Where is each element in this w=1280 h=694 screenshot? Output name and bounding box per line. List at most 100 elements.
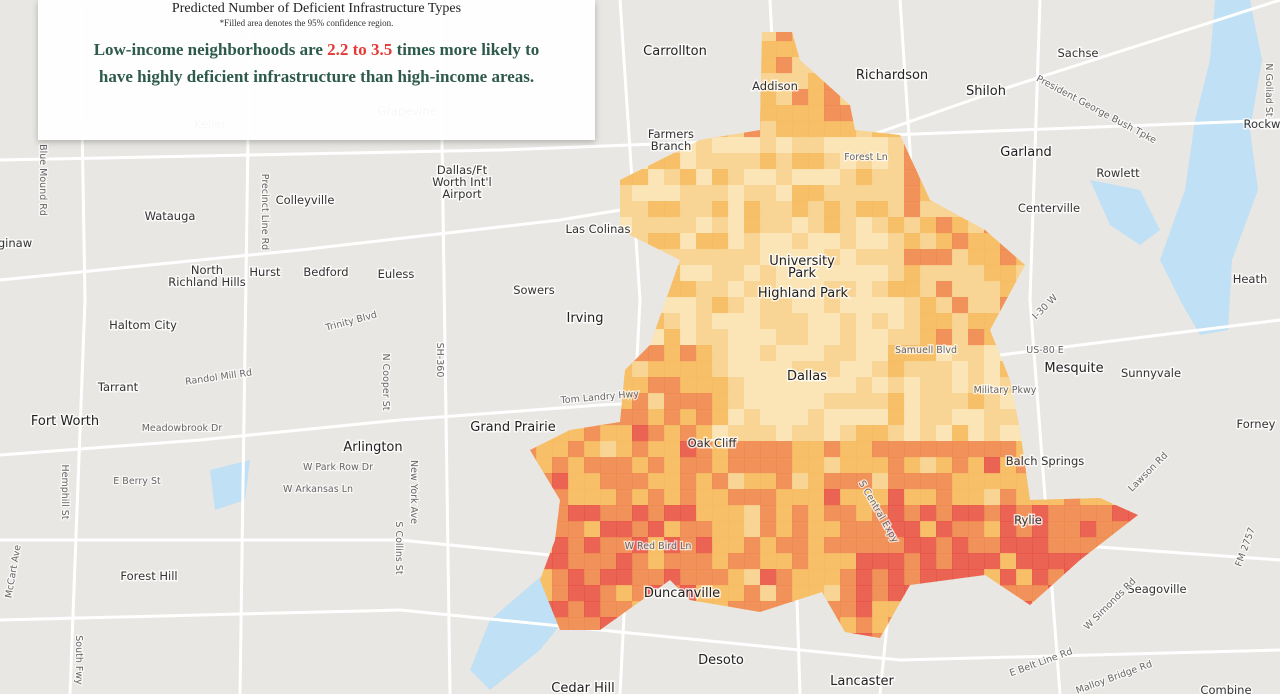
tract [840, 521, 857, 538]
tract [968, 249, 985, 266]
tract [760, 73, 777, 90]
tract [1032, 537, 1049, 554]
tract [840, 297, 857, 314]
tract [952, 553, 969, 570]
tract [1032, 505, 1049, 522]
headline-text: times more likely to have highly deficie… [98, 40, 540, 86]
tract [952, 297, 969, 314]
tract [904, 249, 921, 266]
tract [904, 233, 921, 250]
tract [808, 265, 825, 282]
tract [744, 313, 761, 330]
tract [760, 201, 777, 218]
tract [888, 233, 905, 250]
tract [952, 489, 969, 506]
tract [584, 457, 601, 474]
tract [728, 393, 745, 410]
tract [648, 393, 665, 410]
tract [936, 521, 953, 538]
tract [728, 217, 745, 234]
place-label: Grand Prairie [470, 420, 556, 435]
tract [968, 265, 985, 282]
tract [680, 217, 697, 234]
tract [696, 425, 713, 442]
tract [728, 185, 745, 202]
tract [984, 409, 1001, 426]
tract [664, 361, 681, 378]
tract [968, 537, 985, 554]
place-label-line: Forest Hill [120, 569, 177, 583]
tract [888, 393, 905, 410]
tract [1000, 489, 1017, 506]
tract [712, 473, 729, 490]
tract [728, 153, 745, 170]
tract [952, 345, 969, 362]
place-label-line: Bedford [303, 265, 348, 279]
tract [856, 313, 873, 330]
tract [808, 569, 825, 586]
tract [824, 521, 841, 538]
tract [744, 441, 761, 458]
tract [856, 281, 873, 298]
tract [568, 441, 585, 458]
tract [776, 425, 793, 442]
tract [648, 169, 665, 186]
tract [936, 249, 953, 266]
tract [936, 345, 953, 362]
tract [952, 425, 969, 442]
tract [760, 153, 777, 170]
tract [856, 185, 873, 202]
tract [664, 521, 681, 538]
tract [904, 457, 921, 474]
tract [728, 281, 745, 298]
tract [760, 553, 777, 570]
tract [792, 345, 809, 362]
tract [616, 585, 633, 602]
tract [792, 169, 809, 186]
tract [632, 489, 649, 506]
tract [952, 393, 969, 410]
place-label-line: Park [788, 266, 817, 281]
place-label-line: Duncanville [644, 586, 720, 601]
tract [872, 425, 889, 442]
tract [808, 537, 825, 554]
tract [648, 201, 665, 218]
tract [872, 585, 889, 602]
tract [824, 329, 841, 346]
road-label: Hemphill St [59, 465, 70, 520]
tract [984, 361, 1001, 378]
tract [696, 233, 713, 250]
tract [920, 393, 937, 410]
tract [968, 521, 985, 538]
place-label: Euless [378, 267, 415, 281]
tract [920, 441, 937, 458]
tract [744, 473, 761, 490]
tract [536, 441, 553, 458]
tract [728, 345, 745, 362]
tract [968, 425, 985, 442]
place-label: Mesquite [1044, 361, 1103, 376]
tract [552, 537, 569, 554]
place-label-line: Richland Hills [168, 275, 246, 289]
place-label-line: Dallas [787, 369, 827, 384]
place-label-line: North [191, 263, 223, 277]
place-label: Rowlett [1096, 166, 1140, 180]
tract [840, 569, 857, 586]
tract [696, 297, 713, 314]
tract [968, 233, 985, 250]
tract [824, 233, 841, 250]
tract [840, 201, 857, 218]
road-label: N Goliad St [1263, 63, 1274, 116]
tract [1080, 537, 1097, 554]
tract [1000, 521, 1017, 538]
tract [776, 585, 793, 602]
tract [840, 185, 857, 202]
tract [632, 201, 649, 218]
tract [728, 553, 745, 570]
tract [760, 297, 777, 314]
tract [856, 217, 873, 234]
tract [696, 217, 713, 234]
tract [632, 473, 649, 490]
tract [856, 361, 873, 378]
